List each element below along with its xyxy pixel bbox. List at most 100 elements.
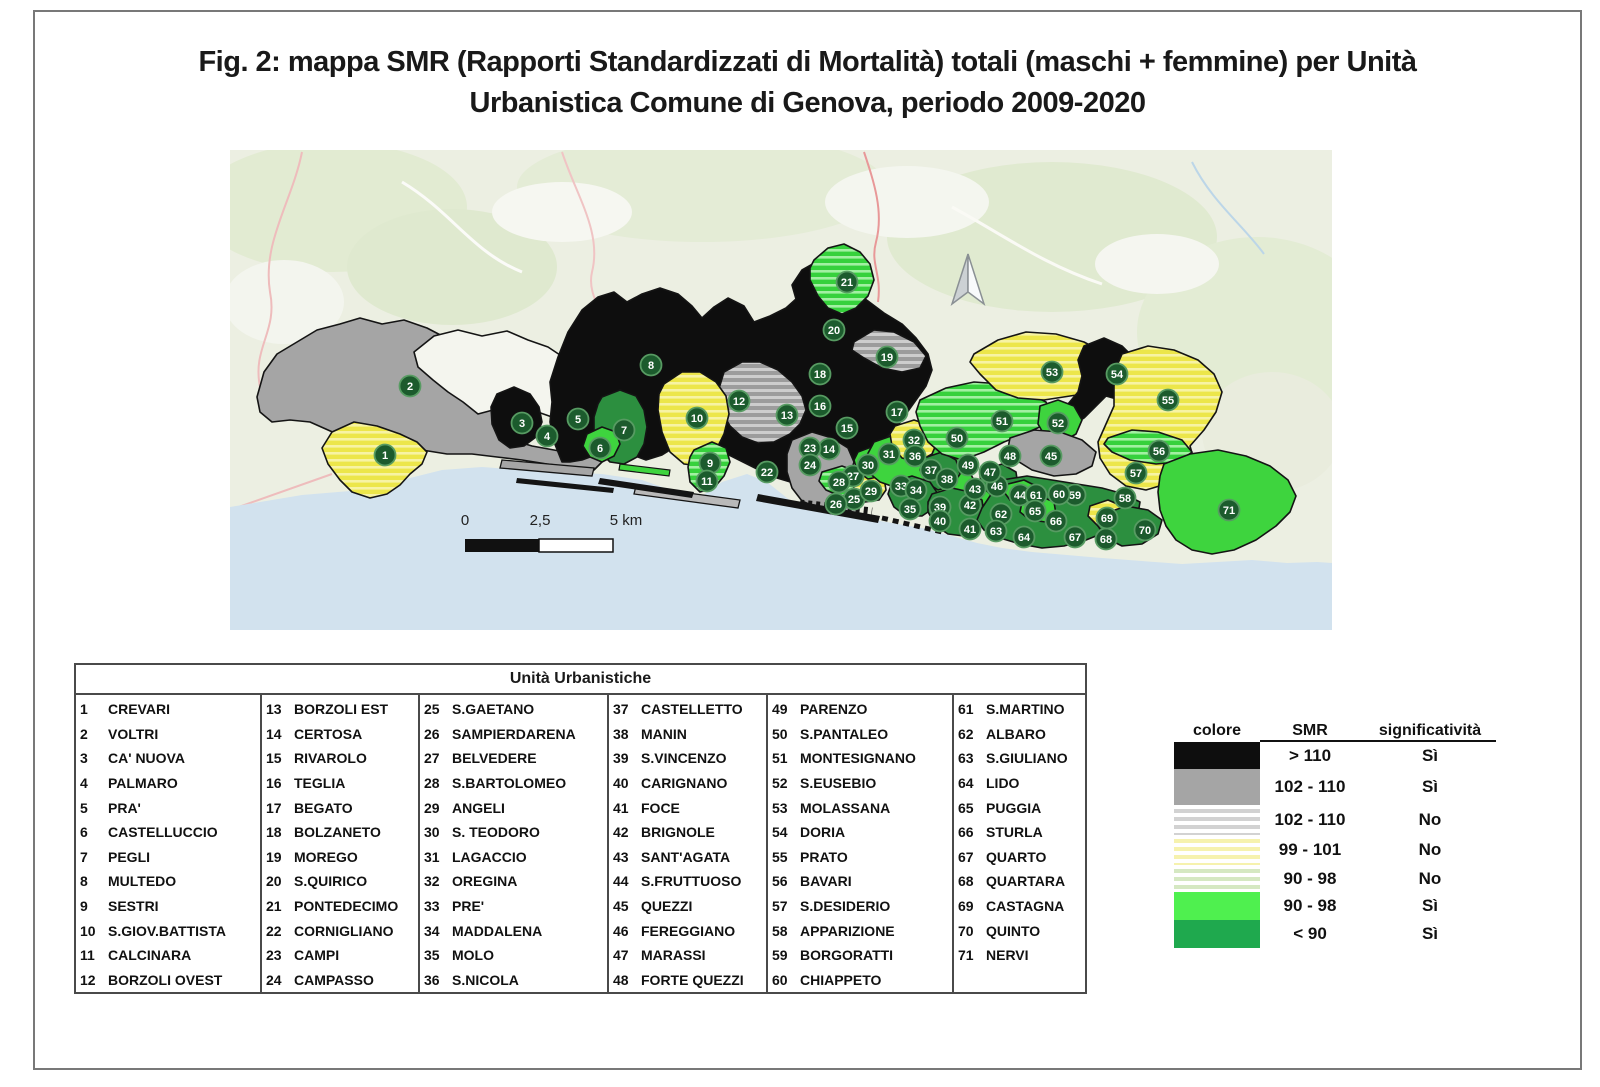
uu-row: 45 QUEZZI <box>609 894 766 919</box>
uu-number: 7 <box>80 848 88 865</box>
svg-text:71: 71 <box>1223 505 1235 517</box>
map-badge-36: 36 <box>903 444 927 468</box>
svg-text:50: 50 <box>951 433 963 445</box>
uu-row: 34 MADDALENA <box>420 918 607 943</box>
uu-row: 41 FOCE <box>609 795 766 820</box>
map-badge-10: 10 <box>685 406 709 430</box>
map-badge-3: 3 <box>510 411 534 435</box>
uu-name: S.GIOV.BATTISTA <box>108 922 226 939</box>
uu-number: 16 <box>266 775 282 792</box>
svg-text:38: 38 <box>941 474 953 486</box>
uu-row: 3 CA' NUOVA <box>76 746 260 771</box>
uu-name: OREGINA <box>452 873 518 890</box>
legend-significance-value: Sì <box>1421 745 1439 765</box>
uu-number: 9 <box>80 898 88 915</box>
uu-number: 24 <box>266 971 282 988</box>
uu-name: MARASSI <box>641 947 706 964</box>
uu-row: 38 MANIN <box>609 722 766 747</box>
uu-name: DORIA <box>800 824 846 841</box>
uu-number: 44 <box>613 873 629 890</box>
uu-number: 17 <box>266 799 282 816</box>
uu-number: 66 <box>958 824 974 841</box>
uu-name: S.MARTINO <box>986 701 1065 718</box>
legend-swatch-green <box>1174 892 1260 920</box>
svg-text:7: 7 <box>621 425 627 437</box>
uu-name: LAGACCIO <box>452 848 527 865</box>
svg-text:36: 36 <box>909 451 921 463</box>
map-badge-60: 60 <box>1047 482 1071 506</box>
uu-name: CALCINARA <box>108 947 192 964</box>
svg-text:3: 3 <box>519 418 525 430</box>
units-column-1: 1 CREVARI 2 VOLTRI 3 CA' NUOVA 4 PALMARO 5 PRA' 6 C… <box>76 695 260 992</box>
svg-text:67: 67 <box>1069 532 1081 544</box>
uu-name: BORZOLI EST <box>294 701 389 718</box>
legend-smr-value: 90 - 98 <box>1283 868 1337 888</box>
svg-text:65: 65 <box>1029 506 1041 518</box>
svg-text:42: 42 <box>964 500 976 512</box>
legend-smr-value: 102 - 110 <box>1274 810 1346 829</box>
svg-text:16: 16 <box>814 401 826 413</box>
svg-text:22: 22 <box>761 467 773 479</box>
uu-name: PUGGIA <box>986 799 1042 816</box>
uu-number: 48 <box>613 971 629 988</box>
map-badge-47: 47 <box>978 460 1002 484</box>
uu-row: 58 APPARIZIONE <box>768 918 952 943</box>
svg-text:37: 37 <box>925 465 937 477</box>
map-badge-32: 32 <box>902 428 926 452</box>
map-badge-48: 48 <box>998 444 1022 468</box>
uu-number: 20 <box>266 873 282 890</box>
smr-legend: colore SMR significatività > 110 Sì 102 - … <box>1174 706 1500 948</box>
svg-text:44: 44 <box>1014 490 1027 502</box>
uu-number: 31 <box>424 848 440 865</box>
uu-row: 26 SAMPIERDARENA <box>420 722 607 747</box>
uu-name: PARENZO <box>800 701 868 718</box>
uu-name: MOLO <box>452 947 494 964</box>
uu-number: 30 <box>424 824 440 841</box>
map-badge-41: 41 <box>958 517 982 541</box>
uu-number: 34 <box>424 922 440 939</box>
svg-text:62: 62 <box>995 509 1007 521</box>
map-badge-64: 64 <box>1012 525 1036 549</box>
uu-row: 52 S.EUSEBIO <box>768 771 952 796</box>
uu-name: S.QUIRICO <box>294 873 368 890</box>
map-badge-59: 59 <box>1063 483 1087 507</box>
uu-name: CORNIGLIANO <box>294 922 394 939</box>
uu-row: 64 LIDO <box>954 771 1085 796</box>
uu-row: 69 CASTAGNA <box>954 894 1085 919</box>
uu-row: 60 CHIAPPETO <box>768 968 952 993</box>
svg-text:1: 1 <box>382 450 388 462</box>
svg-text:29: 29 <box>865 486 877 498</box>
uu-number: 14 <box>266 725 282 742</box>
uu-name: PRA' <box>108 799 141 816</box>
uu-name: QUARTARA <box>986 873 1066 890</box>
uu-number: 11 <box>80 947 95 964</box>
figure-title: Fig. 2: mappa SMR (Rapporti Standardizza… <box>35 42 1580 124</box>
scale-label-start: 0 <box>460 512 470 529</box>
uu-row: 61 S.MARTINO <box>954 697 1085 722</box>
uu-name: S.GAETANO <box>452 701 535 718</box>
map-badge-1: 1 <box>373 443 397 467</box>
legend-header-significance: significatività <box>1378 722 1482 739</box>
svg-text:41: 41 <box>964 524 976 536</box>
uu-number: 50 <box>772 725 788 742</box>
uu-number: 33 <box>424 898 440 915</box>
svg-text:66: 66 <box>1050 516 1062 528</box>
uu-row: 35 MOLO <box>420 943 607 968</box>
uu-name: LIDO <box>986 775 1020 792</box>
uu-row: 31 LAGACCIO <box>420 845 607 870</box>
uu-number: 2 <box>80 725 88 742</box>
uu-name: SANT'AGATA <box>641 848 731 865</box>
uu-row: 13 BORZOLI EST <box>262 697 418 722</box>
svg-text:6: 6 <box>597 443 603 455</box>
map-badge-52: 52 <box>1046 411 1070 435</box>
legend-swatch-yellow-striped <box>1174 835 1260 865</box>
uu-name: S.FRUTTUOSO <box>641 873 742 890</box>
uu-number: 54 <box>772 824 788 841</box>
uu-number: 15 <box>266 750 282 767</box>
uu-name: ANGELI <box>452 799 505 816</box>
uu-row: 36 S.NICOLA <box>420 968 607 993</box>
legend-rows: > 110 Sì 102 - 110 Sì 102 - 110 No 99 - 101 No 9… <box>1174 742 1500 948</box>
uu-number: 10 <box>80 922 96 939</box>
svg-text:19: 19 <box>881 352 893 364</box>
svg-text:5: 5 <box>575 414 581 426</box>
